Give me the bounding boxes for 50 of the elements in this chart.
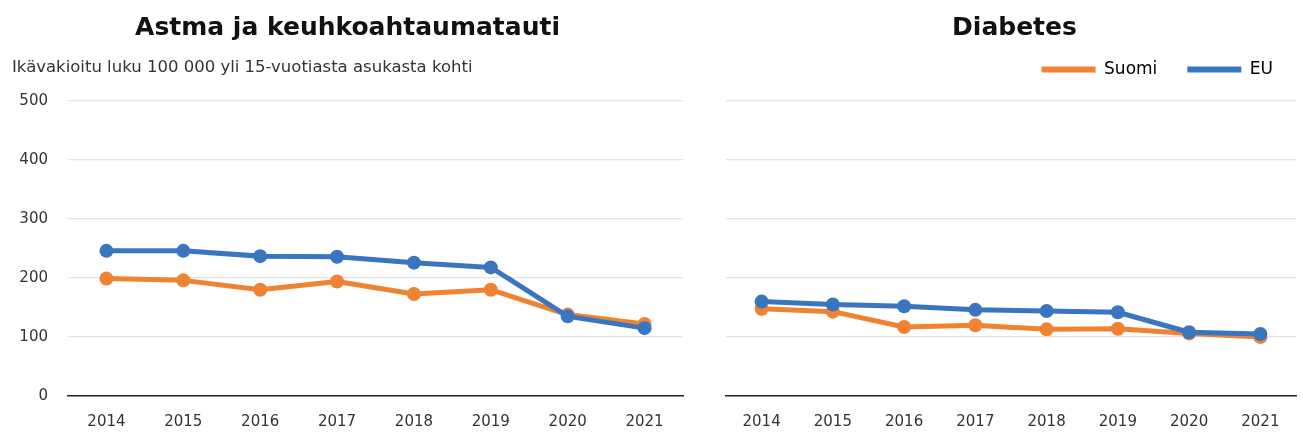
point — [483, 282, 498, 297]
point — [406, 286, 421, 301]
point — [754, 294, 769, 309]
x-tick-label: 2019 — [1098, 411, 1137, 430]
x-tick-label: 2015 — [813, 411, 852, 430]
x-tick-label: 2019 — [471, 411, 510, 430]
x-tick-label: 2021 — [1241, 411, 1280, 430]
x-tick-label: 2017 — [317, 411, 357, 430]
point — [99, 271, 114, 286]
point — [637, 321, 652, 336]
x-tick-label: 2016 — [241, 411, 280, 430]
chart-title: Diabetes — [952, 11, 1077, 41]
point — [897, 299, 912, 314]
point — [253, 249, 268, 264]
x-tick-label: 2014 — [742, 411, 781, 430]
x-tick-label: 2014 — [87, 411, 126, 430]
legend-label: Suomi — [1104, 57, 1158, 78]
x-tick-label: 2018 — [1027, 411, 1066, 430]
y-tick-label: 100 — [19, 326, 48, 345]
y-tick-label: 0 — [38, 385, 48, 404]
point — [483, 260, 498, 275]
x-tick-label: 2018 — [394, 411, 434, 430]
x-tick-label: 2021 — [625, 411, 664, 430]
point — [897, 319, 912, 334]
point — [176, 243, 191, 258]
point — [330, 274, 345, 289]
point — [330, 249, 345, 264]
y-tick-label: 400 — [19, 149, 48, 168]
x-tick-label: 2015 — [164, 411, 203, 430]
point — [968, 318, 983, 333]
y-tick-label: 300 — [19, 208, 48, 227]
chart-title: Astma ja keuhkoahtaumatauti — [135, 11, 560, 41]
point — [99, 243, 114, 258]
x-tick-label: 2016 — [885, 411, 924, 430]
x-tick-label: 2017 — [956, 411, 995, 430]
y-tick-label: 200 — [19, 267, 48, 286]
point — [1110, 305, 1125, 320]
point — [1039, 304, 1054, 319]
point — [1039, 322, 1054, 337]
point — [968, 302, 983, 317]
point — [1110, 321, 1125, 336]
y-tick-label: 500 — [19, 90, 48, 109]
legend-label: EU — [1249, 57, 1273, 78]
chart-subtitle: Ikävakioitu luku 100 000 yli 15-vuotiasta asukasta kohti — [12, 57, 473, 77]
x-tick-label: 2020 — [548, 411, 587, 430]
x-tick-label: 2020 — [1170, 411, 1209, 430]
point — [253, 282, 268, 297]
point — [825, 297, 840, 312]
point — [406, 255, 421, 270]
point — [176, 273, 191, 288]
